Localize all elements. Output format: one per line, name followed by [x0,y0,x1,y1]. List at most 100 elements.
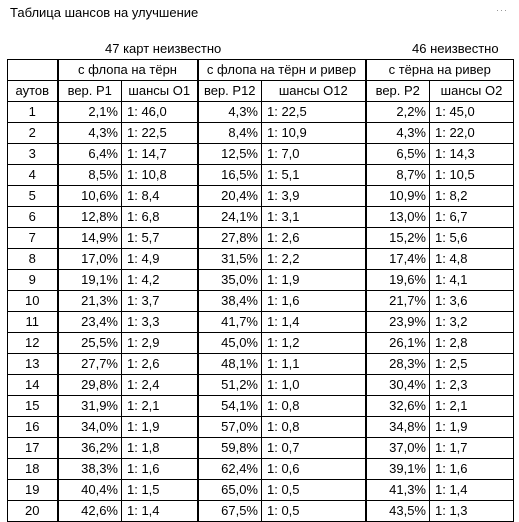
o12-cell: 1: 1,9 [261,269,366,291]
o2-cell: 1: 1,7 [429,437,514,459]
p1-cell: 12,8% [56,206,122,228]
o12-cell: 1: 0,5 [261,479,366,501]
o12-cell: 1: 0,7 [261,437,366,459]
outs-cell: 6 [7,206,58,228]
o2-cell: 1: 5,6 [429,227,514,249]
p2-cell: 10,9% [364,185,430,207]
column-header-p1: вер. Р1 [56,80,122,102]
outs-cell: 5 [7,185,58,207]
p1-cell: 8,5% [56,164,122,186]
outs-cell: 4 [7,164,58,186]
p2-cell: 26,1% [364,332,430,354]
p12-cell: 31,5% [196,248,262,270]
o12-cell: 1: 1,0 [261,374,366,396]
o2-cell: 1: 10,5 [429,164,514,186]
p2-cell: 8,7% [364,164,430,186]
o1-cell: 1: 2,1 [121,395,198,417]
o2-cell: 1: 8,2 [429,185,514,207]
o12-cell: 1: 0,6 [261,458,366,480]
p1-cell: 21,3% [56,290,122,312]
table-row: 13 27,7% 1: 2,6 48,1% 1: 1,1 28,3% 1: 2,5 [7,353,514,375]
outs-cell: 2 [7,122,58,144]
p2-cell: 21,7% [364,290,430,312]
group-header-row: с флопа на тёрн с флопа на тёрн и ривер … [7,59,514,81]
o1-cell: 1: 2,4 [121,374,198,396]
column-header-row: аутов вер. Р1 шансы О1 вер. Р12 шансы О1… [7,80,514,102]
p2-cell: 17,4% [364,248,430,270]
group-header-flop-turn: с флопа на тёрн [56,59,198,81]
column-header-o12: шансы О12 [261,80,366,102]
o12-cell: 1: 0,8 [261,416,366,438]
o1-cell: 1: 5,7 [121,227,198,249]
p1-cell: 31,9% [56,395,122,417]
o2-cell: 1: 2,3 [429,374,514,396]
p12-cell: 38,4% [196,290,262,312]
o2-cell: 1: 1,9 [429,416,514,438]
o2-cell: 1: 3,6 [429,290,514,312]
p1-cell: 25,5% [56,332,122,354]
table-row: 12 25,5% 1: 2,9 45,0% 1: 1,2 26,1% 1: 2,8 [7,332,514,354]
column-header-p12: вер. Р12 [196,80,262,102]
p1-cell: 19,1% [56,269,122,291]
outs-cell: 8 [7,248,58,270]
table-row: 18 38,3% 1: 1,6 62,4% 1: 0,6 39,1% 1: 1,6 [7,458,514,480]
table-row: 9 19,1% 1: 4,2 35,0% 1: 1,9 19,6% 1: 4,1 [7,269,514,291]
p12-cell: 54,1% [196,395,262,417]
o2-cell: 1: 4,1 [429,269,514,291]
p2-cell: 41,3% [364,479,430,501]
table-row: 17 36,2% 1: 1,8 59,8% 1: 0,7 37,0% 1: 1,7 [7,437,514,459]
o2-cell: 1: 22,0 [429,122,514,144]
group-header-turn-river: с тёрна на ривер [364,59,514,81]
p1-cell: 10,6% [56,185,122,207]
table-row: 15 31,9% 1: 2,1 54,1% 1: 0,8 32,6% 1: 2,1 [7,395,514,417]
o2-cell: 1: 2,1 [429,395,514,417]
p12-cell: 4,3% [196,101,262,123]
p2-cell: 30,4% [364,374,430,396]
o12-cell: 1: 1,6 [261,290,366,312]
o12-cell: 1: 3,1 [261,206,366,228]
outs-cell: 20 [7,500,58,522]
o1-cell: 1: 22,5 [121,122,198,144]
outs-cell: 17 [7,437,58,459]
p1-cell: 2,1% [56,101,122,123]
p2-cell: 39,1% [364,458,430,480]
o1-cell: 1: 1,5 [121,479,198,501]
p12-cell: 59,8% [196,437,262,459]
outs-cell: 14 [7,374,58,396]
o1-cell: 1: 3,7 [121,290,198,312]
table-row: 20 42,6% 1: 1,4 67,5% 1: 0,5 43,5% 1: 1,3 [7,500,514,522]
outs-cell: 18 [7,458,58,480]
p12-cell: 41,7% [196,311,262,333]
o12-cell: 1: 5,1 [261,164,366,186]
page-title: Таблица шансов на улучшение [10,5,199,20]
o12-cell: 1: 0,8 [261,395,366,417]
p12-cell: 45,0% [196,332,262,354]
o2-cell: 1: 4,8 [429,248,514,270]
p12-cell: 65,0% [196,479,262,501]
outs-cell: 7 [7,227,58,249]
p1-cell: 36,2% [56,437,122,459]
p2-cell: 28,3% [364,353,430,375]
column-header-p2: вер. Р2 [364,80,430,102]
outs-cell: 9 [7,269,58,291]
p12-cell: 51,2% [196,374,262,396]
p12-cell: 62,4% [196,458,262,480]
o1-cell: 1: 10,8 [121,164,198,186]
unknown-cards-note-flop: 47 карт неизвестно [105,41,222,56]
odds-table: с флопа на тёрн с флопа на тёрн и ривер … [7,59,514,522]
column-header-o1: шансы О1 [121,80,198,102]
p1-cell: 6,4% [56,143,122,165]
o12-cell: 1: 2,2 [261,248,366,270]
o2-cell: 1: 1,3 [429,500,514,522]
p12-cell: 16,5% [196,164,262,186]
p12-cell: 57,0% [196,416,262,438]
table-row: 6 12,8% 1: 6,8 24,1% 1: 3,1 13,0% 1: 6,7 [7,206,514,228]
o2-cell: 1: 1,4 [429,479,514,501]
o1-cell: 1: 1,9 [121,416,198,438]
o1-cell: 1: 14,7 [121,143,198,165]
o1-cell: 1: 8,4 [121,185,198,207]
p2-cell: 34,8% [364,416,430,438]
p2-cell: 4,3% [364,122,430,144]
o1-cell: 1: 3,3 [121,311,198,333]
table-row: 5 10,6% 1: 8,4 20,4% 1: 3,9 10,9% 1: 8,2 [7,185,514,207]
